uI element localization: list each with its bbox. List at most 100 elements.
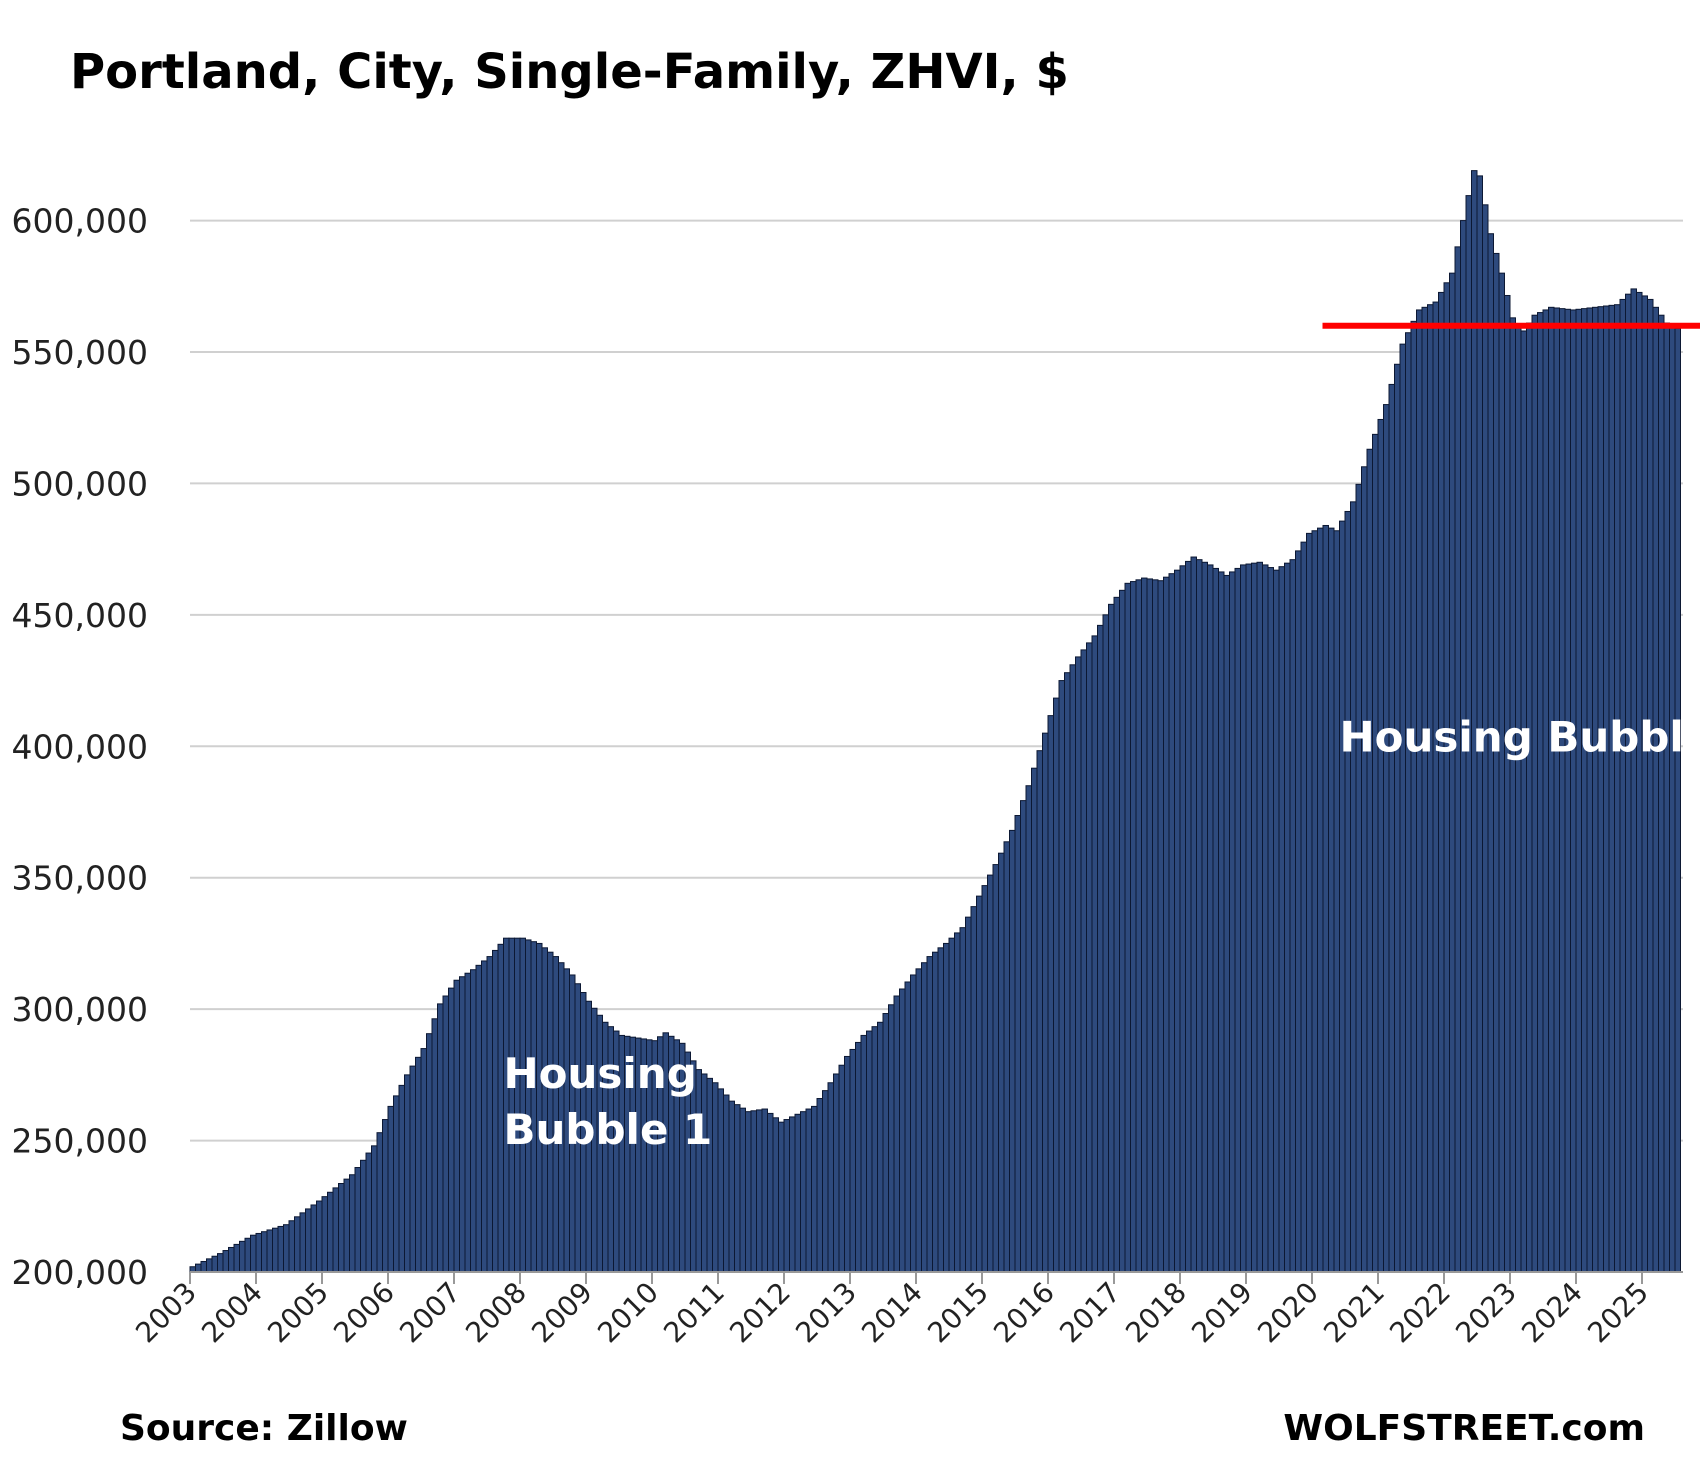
bar [1603, 305, 1610, 1273]
bar [1223, 574, 1230, 1273]
bar [1113, 596, 1120, 1273]
bar [1009, 829, 1016, 1273]
x-tick-label: 2018 [1119, 1276, 1193, 1350]
bar [1520, 330, 1527, 1273]
bar [1416, 309, 1423, 1273]
x-tick-label: 2024 [1515, 1276, 1589, 1350]
bar [217, 1253, 224, 1273]
bar [321, 1196, 328, 1273]
x-tick-label: 2015 [921, 1276, 995, 1350]
x-tick-label: 2022 [1383, 1276, 1457, 1350]
bar [1119, 589, 1126, 1273]
bar [1256, 561, 1263, 1273]
bar [1559, 308, 1566, 1273]
bar [1493, 252, 1500, 1273]
bar [992, 864, 999, 1273]
bar [877, 1021, 884, 1273]
bar [486, 956, 493, 1273]
bar [404, 1074, 411, 1273]
y-tick-label: 550,000 [12, 333, 148, 372]
bar [899, 988, 906, 1273]
bar [255, 1232, 262, 1273]
bar [915, 968, 922, 1273]
bar [1636, 291, 1643, 1273]
bar [1564, 308, 1571, 1273]
bar [1328, 527, 1335, 1273]
bar [717, 1088, 724, 1273]
bar [470, 969, 477, 1273]
bar-series [189, 170, 1681, 1273]
bar [1306, 532, 1313, 1273]
bar [360, 1159, 367, 1273]
bar [437, 1003, 444, 1273]
x-tick-label: 2007 [393, 1276, 467, 1350]
bar [1597, 306, 1604, 1273]
bar [365, 1152, 372, 1273]
bar [932, 951, 939, 1273]
bar [1069, 664, 1076, 1273]
bar [849, 1048, 856, 1273]
bar [1394, 363, 1401, 1273]
bar [1212, 567, 1219, 1273]
bar [1207, 564, 1214, 1273]
annotation-label: Housing Bubble 2 [1340, 713, 1700, 762]
bar [1146, 578, 1153, 1273]
bar [772, 1117, 779, 1273]
bar [756, 1109, 763, 1273]
y-tick-label: 600,000 [12, 202, 148, 241]
bar [1625, 293, 1632, 1273]
bar [888, 1004, 895, 1273]
bar [1438, 291, 1445, 1273]
x-tick-label: 2020 [1251, 1276, 1325, 1350]
bar [288, 1220, 295, 1273]
bar [1410, 320, 1417, 1273]
bar [1020, 800, 1027, 1273]
x-tick-label: 2004 [195, 1276, 269, 1350]
bar [1080, 649, 1087, 1273]
y-tick-label: 500,000 [12, 464, 148, 503]
bar [1135, 579, 1142, 1273]
bar [1141, 577, 1148, 1273]
bar [1014, 815, 1021, 1273]
bar [1300, 541, 1307, 1273]
bar [965, 916, 972, 1273]
bar [409, 1065, 416, 1273]
bar [453, 979, 460, 1273]
bar [728, 1100, 735, 1273]
bar [778, 1121, 785, 1273]
bar [294, 1216, 301, 1273]
bar [448, 987, 455, 1273]
x-tick-label: 2023 [1449, 1276, 1523, 1350]
bar [866, 1030, 873, 1273]
bar [948, 937, 955, 1273]
bar [1036, 750, 1043, 1273]
bar [1498, 272, 1505, 1273]
bar [910, 974, 917, 1273]
bar [272, 1227, 279, 1273]
bar [712, 1082, 719, 1273]
bar [250, 1234, 257, 1273]
bar [1075, 656, 1082, 1273]
bar [1185, 560, 1192, 1273]
bar [239, 1240, 246, 1273]
bar [1515, 323, 1522, 1273]
bar [1553, 307, 1560, 1273]
bar [998, 852, 1005, 1273]
bar [1234, 567, 1241, 1273]
bar [816, 1098, 823, 1273]
bar [970, 906, 977, 1273]
bar [1548, 306, 1555, 1273]
bar [1152, 579, 1159, 1273]
bar [767, 1112, 774, 1273]
bar [211, 1255, 218, 1273]
x-tick-label: 2005 [261, 1276, 335, 1350]
bar [1366, 448, 1373, 1273]
bar [1086, 642, 1093, 1273]
bar [1157, 580, 1164, 1273]
bar [1097, 624, 1104, 1273]
bar [1108, 603, 1115, 1273]
bar [481, 960, 488, 1273]
bar [459, 976, 466, 1273]
bar [233, 1243, 240, 1273]
